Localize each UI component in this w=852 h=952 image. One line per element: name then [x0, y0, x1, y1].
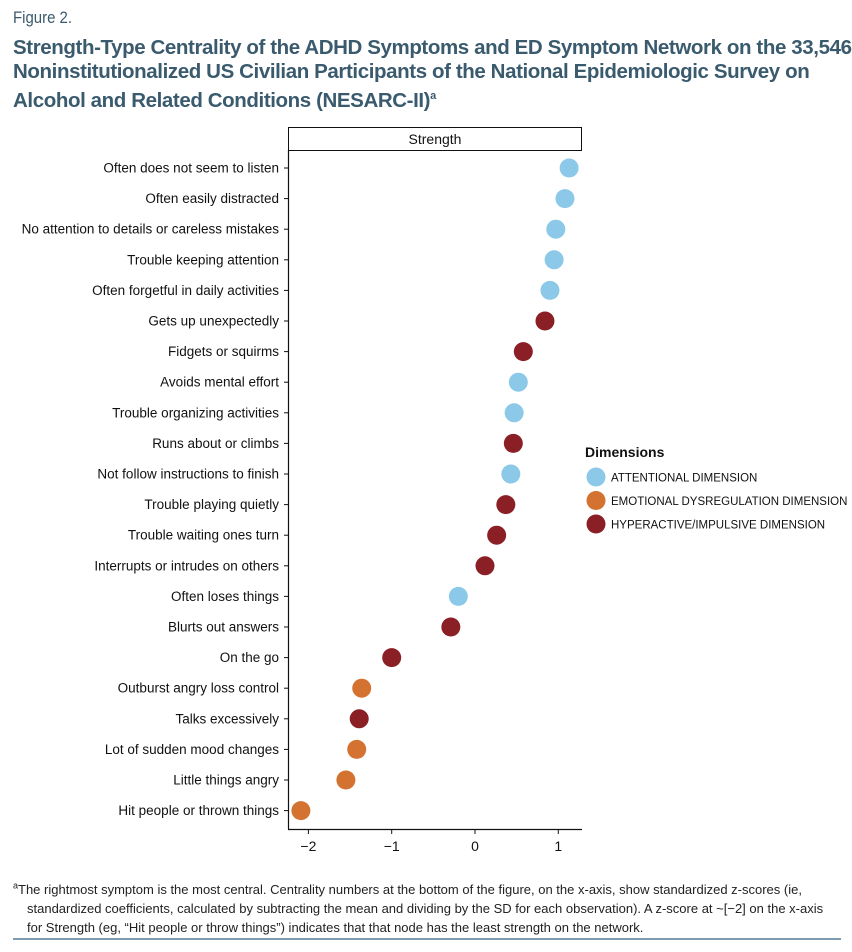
y-tick-label: On the go — [220, 650, 279, 665]
data-point-attentional — [540, 280, 560, 300]
y-tick-label: Hit people or thrown things — [118, 803, 279, 818]
legend-swatch-hyperactive — [586, 514, 606, 534]
data-point-emotional — [336, 770, 356, 790]
data-point-attentional — [508, 372, 528, 392]
data-point-attentional — [504, 403, 524, 423]
data-points — [291, 158, 579, 821]
y-tick-label: Trouble waiting ones turn — [128, 528, 279, 543]
y-tick-label: Gets up unexpectedly — [148, 314, 279, 329]
y-tick-label: Fidgets or squirms — [168, 344, 279, 359]
legend-label-hyperactive: HYPERACTIVE/IMPULSIVE DIMENSION — [611, 520, 825, 532]
x-axis-ticks — [307, 829, 559, 834]
data-point-attentional — [559, 158, 579, 178]
data-point-hyperactive — [441, 617, 461, 637]
y-tick-label: Little things angry — [173, 773, 279, 788]
figure-label: Figure 2. — [13, 8, 73, 27]
y-tick-label: Talks excessively — [175, 711, 279, 726]
y-tick-label: No attention to details or careless mist… — [22, 222, 280, 237]
legend-swatch-attentional — [586, 467, 606, 487]
y-tick-label: Often does not seem to listen — [103, 161, 279, 176]
legend-label-attentional: ATTENTIONAL DIMENSION — [611, 473, 757, 485]
data-point-hyperactive — [513, 342, 533, 362]
data-point-hyperactive — [349, 709, 369, 729]
data-point-attentional — [546, 219, 566, 239]
y-tick-label: Trouble keeping attention — [127, 252, 279, 267]
strength-chart: Strength Often does not seem to listenOf… — [22, 127, 847, 854]
y-tick-label: Avoids mental effort — [160, 375, 279, 390]
y-tick-label: Often loses things — [171, 589, 279, 604]
legend-label-emotional: EMOTIONAL DYSREGULATION DIMENSION — [611, 496, 847, 508]
footer-rule — [13, 938, 841, 940]
footnote-marker: a — [13, 881, 19, 891]
y-axis-labels: Often does not seem to listen Often easil… — [22, 161, 280, 819]
footnote-line-1-text: The rightmost symptom is the most centra… — [18, 882, 802, 898]
data-point-hyperactive — [382, 648, 402, 668]
y-tick-label: Not follow instructions to finish — [97, 467, 279, 482]
legend: Dimensions ATTENTIONAL DIMENSION EMOTIONA… — [585, 444, 847, 534]
data-point-hyperactive — [503, 433, 523, 453]
x-tick-label: −1 — [384, 838, 400, 854]
x-tick-label: 0 — [471, 838, 479, 854]
data-point-emotional — [291, 801, 311, 821]
x-tick-label: −2 — [300, 838, 316, 854]
data-point-attentional — [544, 250, 564, 270]
footnote-line-3: for Strength (eg, “Hit people or throw t… — [27, 920, 644, 936]
y-tick-label: Trouble playing quietly — [144, 497, 279, 512]
figure-title: Strength-Type Centrality of the ADHD Sym… — [13, 36, 852, 113]
data-point-attentional — [448, 586, 468, 606]
data-point-attentional — [555, 189, 575, 209]
legend-swatch-emotional — [586, 491, 606, 510]
data-point-hyperactive — [475, 556, 495, 576]
y-axis-ticks — [284, 167, 289, 812]
strip-title: Strength — [409, 131, 462, 147]
legend-title: Dimensions — [585, 444, 665, 460]
strip-header: Strength — [288, 127, 582, 151]
y-tick-label: Trouble organizing activities — [112, 405, 279, 420]
y-tick-label: Blurts out answers — [168, 620, 279, 635]
y-tick-label: Often easily distracted — [145, 191, 279, 206]
footnote: aThe rightmost symptom is the most centr… — [13, 877, 843, 937]
y-tick-label: Lot of sudden mood changes — [105, 742, 279, 757]
data-point-hyperactive — [487, 525, 507, 545]
footnote-line-2: standardized coefficients, calculated by… — [27, 901, 824, 917]
data-point-emotional — [352, 678, 372, 698]
x-tick-label: 1 — [554, 838, 562, 854]
y-tick-label: Often forgetful in daily activities — [92, 283, 279, 298]
x-axis-labels: −2 −1 0 1 — [300, 838, 562, 854]
y-tick-label: Outburst angry loss control — [118, 681, 279, 696]
data-point-attentional — [501, 464, 521, 484]
y-tick-label: Interrupts or intrudes on others — [94, 558, 279, 573]
y-tick-label: Runs about or climbs — [152, 436, 279, 451]
figure-title-text: Strength-Type Centrality of the ADHD Sym… — [13, 36, 852, 112]
title-superscript: a — [430, 90, 436, 102]
data-point-hyperactive — [496, 495, 516, 515]
footnote-line-1: aThe rightmost symptom is the most centr… — [13, 881, 802, 898]
data-point-emotional — [347, 739, 367, 759]
data-point-hyperactive — [535, 311, 555, 331]
